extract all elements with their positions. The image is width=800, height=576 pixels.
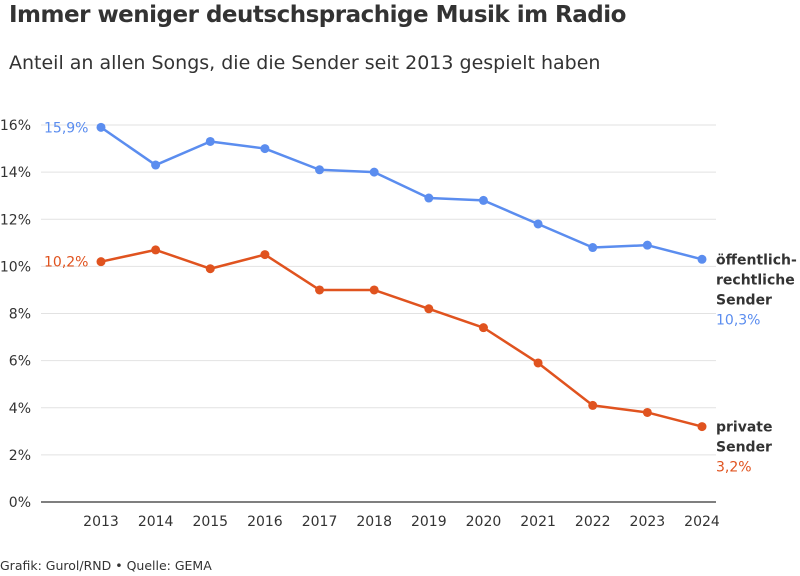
series-name-label: Sender bbox=[716, 292, 772, 308]
data-point bbox=[588, 400, 598, 410]
data-point bbox=[424, 304, 434, 314]
start-value-label: 15,9% bbox=[44, 120, 88, 136]
start-value-label: 10,2% bbox=[44, 255, 88, 271]
data-point bbox=[151, 160, 161, 170]
data-point bbox=[260, 250, 270, 260]
x-tick-label: 2022 bbox=[575, 514, 611, 530]
data-point bbox=[533, 219, 543, 229]
x-tick-label: 2018 bbox=[356, 514, 392, 530]
chart-subtitle: Anteil an allen Songs, die die Sender se… bbox=[9, 52, 601, 74]
y-tick-label: 8% bbox=[9, 307, 31, 323]
series-line bbox=[99, 248, 704, 428]
data-point bbox=[96, 257, 106, 267]
y-tick-label: 4% bbox=[9, 401, 31, 417]
data-point bbox=[697, 254, 707, 264]
source-footer: Grafik: Gurol/RND • Quelle: GEMA bbox=[0, 558, 212, 573]
data-point bbox=[642, 407, 652, 417]
x-axis-ticks: 2013 2014 2015 2016 2017 2018 2019 2020 2021 2022… bbox=[83, 514, 720, 530]
series-name-label: private bbox=[716, 420, 773, 436]
end-value-label: 10,3% bbox=[716, 312, 760, 328]
data-point bbox=[260, 144, 270, 154]
x-tick-label: 2023 bbox=[630, 514, 666, 530]
x-tick-label: 2020 bbox=[466, 514, 502, 530]
x-tick-label: 2024 bbox=[684, 514, 720, 530]
data-point bbox=[315, 285, 325, 295]
series-group: 15,9%öffentlich-rechtlicheSender10,3%10,… bbox=[44, 120, 797, 475]
data-point bbox=[533, 358, 543, 368]
series-line bbox=[99, 126, 704, 261]
grid-lines bbox=[41, 124, 716, 503]
line-chart: 0%2%4%6%8%10%12%14%16% 2013 2014 2015 2016 2… bbox=[0, 118, 797, 530]
data-point bbox=[642, 240, 652, 250]
data-point bbox=[369, 285, 379, 295]
series-name-label: Sender bbox=[716, 440, 772, 456]
y-tick-label: 16% bbox=[0, 118, 31, 134]
data-point bbox=[369, 167, 379, 177]
x-tick-label: 2019 bbox=[411, 514, 447, 530]
y-tick-label: 12% bbox=[0, 212, 31, 228]
data-point bbox=[315, 165, 325, 175]
chart-title: Immer weniger deutschsprachige Musik im … bbox=[9, 2, 626, 28]
data-point bbox=[151, 245, 161, 255]
x-tick-label: 2013 bbox=[83, 514, 119, 530]
data-point bbox=[588, 243, 598, 253]
series-1: 10,2% private Sender 3,2% bbox=[44, 245, 773, 476]
x-tick-label: 2016 bbox=[247, 514, 283, 530]
data-point bbox=[478, 195, 488, 205]
series-0: 15,9% öffentlich-rechtliche Sender 10,3% bbox=[44, 120, 797, 328]
x-tick-label: 2017 bbox=[302, 514, 338, 530]
y-tick-label: 6% bbox=[9, 354, 31, 370]
data-point bbox=[697, 422, 707, 432]
data-point bbox=[96, 122, 106, 132]
y-tick-label: 10% bbox=[0, 259, 31, 275]
data-point bbox=[478, 323, 488, 333]
x-tick-label: 2014 bbox=[138, 514, 174, 530]
y-tick-label: 0% bbox=[9, 495, 31, 511]
data-point bbox=[424, 193, 434, 203]
x-tick-label: 2015 bbox=[192, 514, 228, 530]
y-axis-ticks: 0% 2% 4% 6% 8% 10% 12% 14% 16% bbox=[0, 118, 31, 511]
series-name-label: öffentlich- bbox=[716, 252, 797, 268]
data-point bbox=[205, 136, 215, 146]
y-tick-label: 2% bbox=[9, 448, 31, 464]
data-point bbox=[205, 264, 215, 274]
series-name-label: rechtliche bbox=[716, 272, 795, 288]
end-value-label: 3,2% bbox=[716, 460, 752, 476]
y-tick-label: 14% bbox=[0, 165, 31, 181]
x-tick-label: 2021 bbox=[520, 514, 556, 530]
